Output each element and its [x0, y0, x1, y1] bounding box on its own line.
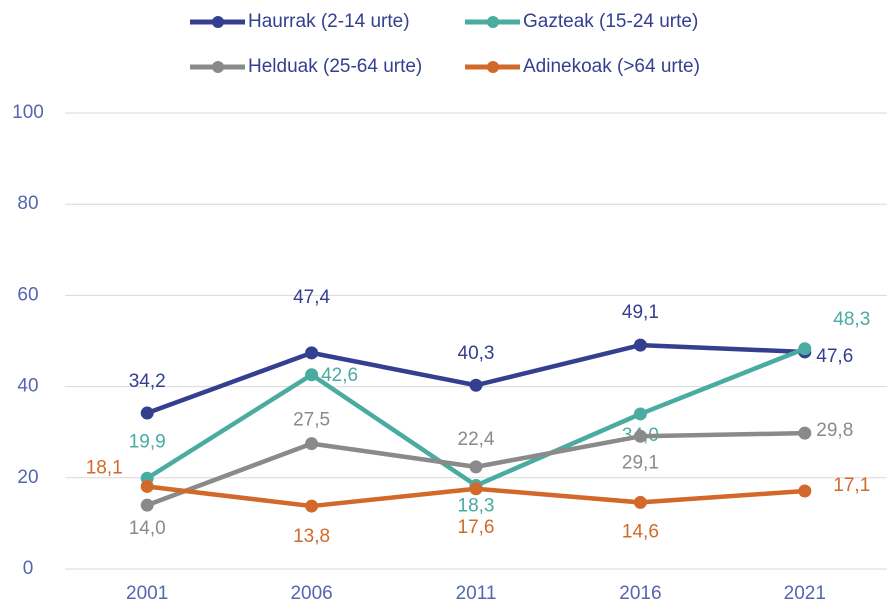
data-label: 34,2 [129, 371, 166, 392]
data-label: 29,1 [622, 452, 659, 473]
y-tick-label: 20 [17, 467, 38, 488]
data-point [140, 498, 154, 512]
data-label: 40,3 [458, 343, 495, 364]
data-point [798, 426, 812, 440]
data-point [798, 342, 812, 356]
legend-label: Helduak (25-64 urte) [248, 56, 422, 77]
data-point [469, 482, 483, 496]
data-label: 47,6 [816, 346, 853, 367]
data-label: 27,5 [293, 410, 330, 431]
data-point [305, 346, 319, 360]
data-label: 22,4 [458, 429, 495, 450]
legend-label: Adinekoak (>64 urte) [523, 56, 700, 77]
x-tick-label: 2006 [290, 583, 332, 604]
data-label: 42,6 [321, 365, 358, 386]
y-tick-label: 0 [23, 558, 34, 579]
y-tick-label: 40 [17, 376, 38, 397]
data-point [305, 499, 319, 513]
data-point [633, 495, 647, 509]
data-label: 13,8 [293, 526, 330, 547]
data-label: 17,1 [833, 475, 870, 496]
legend-marker [212, 61, 224, 73]
data-point [305, 368, 319, 382]
data-label: 17,6 [458, 517, 495, 538]
data-point [469, 460, 483, 474]
x-tick-label: 2001 [126, 583, 168, 604]
data-label: 18,3 [458, 496, 495, 517]
data-label: 48,3 [833, 309, 870, 330]
y-tick-label: 80 [17, 193, 38, 214]
y-tick-label: 60 [17, 284, 38, 305]
data-label: 47,4 [293, 287, 330, 308]
legend-label: Haurrak (2-14 urte) [248, 11, 410, 32]
data-point [633, 429, 647, 443]
y-tick-label: 100 [12, 102, 44, 123]
x-tick-label: 2016 [619, 583, 661, 604]
data-point [633, 407, 647, 421]
data-point [798, 484, 812, 498]
data-label: 29,8 [816, 420, 853, 441]
data-point [140, 479, 154, 493]
data-point [633, 338, 647, 352]
data-label: 14,0 [129, 518, 166, 539]
data-point [469, 378, 483, 392]
data-label: 19,9 [129, 431, 166, 452]
legend-marker [487, 61, 499, 73]
data-point [305, 437, 319, 451]
data-label: 49,1 [622, 302, 659, 323]
legend-marker [487, 16, 499, 28]
data-label: 18,1 [86, 457, 123, 478]
data-label: 14,6 [622, 521, 659, 542]
data-point [140, 406, 154, 420]
x-tick-label: 2011 [456, 583, 497, 604]
x-tick-label: 2021 [784, 583, 826, 604]
legend-label: Gazteak (15-24 urte) [523, 11, 698, 32]
legend-marker [212, 16, 224, 28]
